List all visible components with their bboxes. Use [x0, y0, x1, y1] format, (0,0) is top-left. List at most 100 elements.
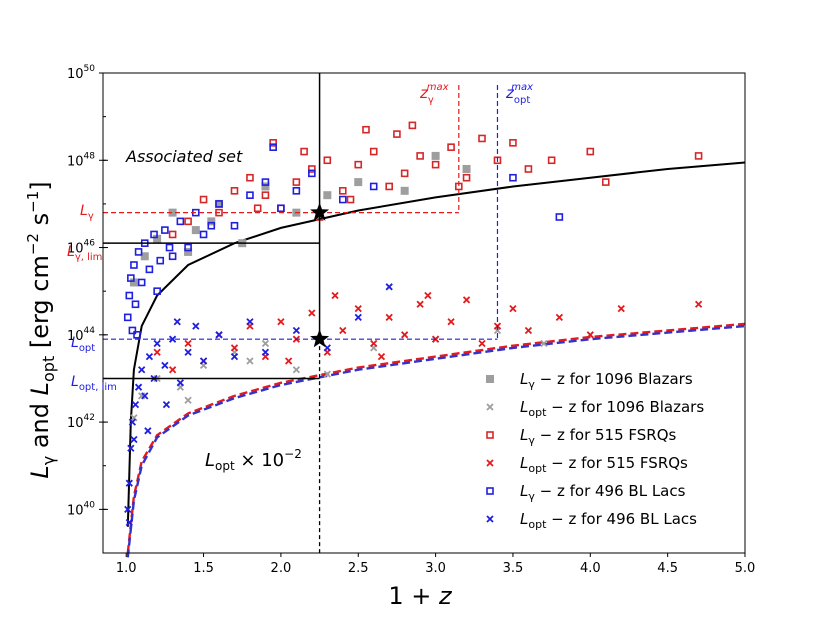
point-s4-23 [292, 187, 301, 195]
point-s3-13 [354, 304, 362, 313]
point-s3-0 [153, 348, 161, 356]
point-s3-21 [478, 339, 486, 348]
point-s2-7 [269, 139, 277, 147]
axes: 1.0 1.5 2.0 2.5 3.0 3.5 4.0 4.5 5.0 1040 1042 1044 1… [67, 64, 755, 576]
point-s0-12 [431, 151, 440, 160]
point-s5-21 [261, 348, 270, 356]
point-s5-13 [168, 335, 177, 343]
point-s4-17 [199, 230, 208, 239]
legend-entry-3: Lopt − z for 515 FSRQs [520, 454, 688, 475]
point-s2-5 [246, 173, 254, 182]
plot-area [103, 73, 745, 553]
point-s3-2 [184, 339, 192, 348]
point-s2-6 [261, 191, 270, 199]
point-s4-18 [215, 200, 223, 208]
x-tick-label-1: 1.5 [193, 561, 214, 576]
point-s4-32 [165, 243, 174, 252]
point-s5-5 [131, 400, 140, 409]
point-s3-32 [424, 291, 432, 300]
panel-label: Associated set [125, 147, 243, 166]
point-s4-30 [133, 331, 141, 339]
point-s3-1 [168, 366, 177, 374]
point-s2-31 [300, 147, 308, 156]
point-s4-14 [176, 217, 185, 226]
x-tick-label-0: 1.0 [116, 561, 137, 576]
point-s5-11 [153, 339, 161, 348]
point-s0-7 [261, 182, 270, 191]
point-s4-13 [168, 252, 177, 261]
point-s3-29 [331, 291, 339, 300]
scatter-points [123, 121, 703, 527]
x-tick-label-8: 5.0 [735, 561, 756, 576]
legend-entry-2: Lγ − z for 515 FSRQs [520, 426, 677, 447]
point-s2-26 [524, 165, 533, 173]
point-s5-14 [176, 379, 184, 387]
point-s2-14 [354, 160, 363, 169]
point-s2-19 [416, 152, 424, 160]
point-s5-18 [215, 331, 223, 339]
x-tick-label-6: 4.0 [580, 561, 601, 576]
point-s5-12 [161, 361, 169, 370]
point-s5-17 [199, 357, 208, 365]
legend-marker-4 [486, 487, 494, 495]
point-s3-28 [694, 300, 703, 308]
star-0 [310, 202, 330, 221]
lopt-scale-annotation: Lopt × 10−2 [205, 447, 302, 473]
point-s5-8 [141, 392, 149, 400]
point-s3-19 [447, 318, 455, 326]
point-s1-13 [184, 396, 192, 404]
point-s2-12 [323, 156, 332, 165]
point-s2-0 [168, 230, 177, 239]
point-s4-31 [156, 256, 165, 265]
lopt-lim-label: Lopt, lim [71, 374, 117, 393]
y-tick-label-0: 1040 [67, 500, 95, 518]
point-s2-32 [253, 204, 262, 213]
point-s4-7 [137, 278, 146, 287]
plot-frame [102, 72, 746, 554]
point-s2-2 [199, 195, 208, 204]
x-tick-label-2: 2.0 [271, 561, 292, 576]
point-s4-26 [369, 182, 378, 191]
curve-0 [126, 161, 746, 527]
legend-entry-1: Lopt − z for 1096 Blazars [520, 398, 704, 419]
point-s4-25 [338, 195, 347, 204]
point-s5-25 [385, 283, 393, 291]
point-s2-35 [408, 121, 417, 130]
point-s2-28 [586, 147, 595, 156]
point-s4-20 [246, 191, 254, 199]
point-s4-12 [161, 226, 169, 234]
point-s5-3 [128, 418, 137, 426]
point-s4-27 [509, 173, 517, 182]
x-axis-label: 1 + z [388, 582, 453, 610]
point-s2-20 [431, 160, 440, 169]
point-s3-8 [277, 318, 285, 326]
point-s5-15 [184, 348, 192, 356]
point-s0-15 [207, 217, 216, 226]
point-s2-16 [385, 182, 393, 191]
x-tick-label-4: 3.0 [425, 561, 446, 576]
point-s4-2 [127, 274, 135, 282]
legend-entry-4: Lγ − z for 496 BL Lacs [520, 482, 686, 503]
legend-marker-1 [486, 403, 494, 411]
point-s3-31 [377, 352, 386, 361]
point-s2-22 [462, 173, 471, 182]
point-s5-0 [124, 505, 132, 514]
point-s2-17 [393, 130, 401, 138]
point-s4-4 [130, 261, 138, 269]
lgamma-label: Lγ [80, 203, 94, 222]
y-axis-label: Lγ and Lopt [erg cm−2 s−1] [24, 181, 58, 478]
point-s2-29 [601, 178, 610, 186]
point-s1-12 [540, 339, 548, 348]
point-s3-5 [230, 344, 239, 352]
y-tick-label-2: 1044 [67, 326, 95, 344]
point-s4-29 [269, 143, 277, 151]
point-s4-33 [207, 221, 216, 230]
lgamma-lim-label: Lγ, lim [67, 244, 102, 263]
plot-background [103, 73, 745, 553]
star-1 [310, 329, 330, 348]
point-s5-9 [145, 352, 154, 361]
curve-1 [126, 322, 746, 554]
point-s4-15 [184, 243, 192, 252]
legend-entry-0: Lγ − z for 1096 Blazars [520, 370, 693, 391]
point-s5-2 [127, 444, 135, 452]
